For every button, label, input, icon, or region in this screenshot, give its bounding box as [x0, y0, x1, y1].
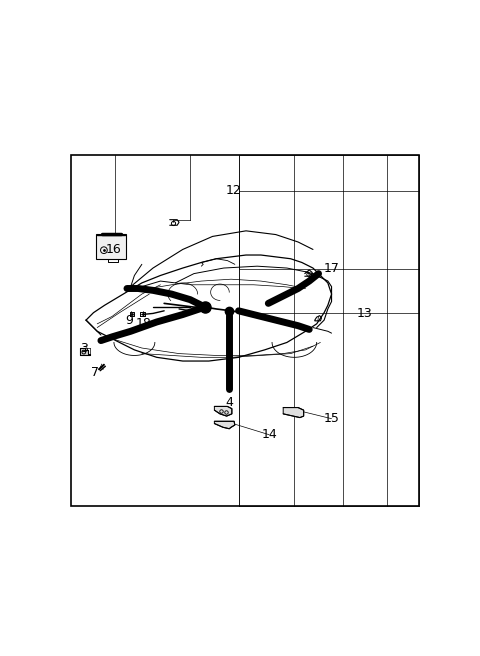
- Text: 12: 12: [226, 184, 241, 197]
- Text: 16: 16: [106, 243, 122, 256]
- FancyBboxPatch shape: [96, 234, 126, 260]
- Polygon shape: [215, 407, 232, 416]
- Text: 15: 15: [324, 412, 339, 425]
- Polygon shape: [215, 421, 235, 429]
- Text: 4: 4: [225, 396, 233, 409]
- Polygon shape: [283, 407, 304, 418]
- Polygon shape: [80, 348, 90, 356]
- Text: 3: 3: [80, 342, 88, 354]
- Text: 14: 14: [261, 428, 277, 441]
- Text: 7: 7: [91, 367, 99, 379]
- Text: 18: 18: [135, 317, 151, 329]
- Text: 17: 17: [324, 262, 339, 276]
- Text: 13: 13: [357, 307, 373, 320]
- Text: 9: 9: [125, 314, 133, 327]
